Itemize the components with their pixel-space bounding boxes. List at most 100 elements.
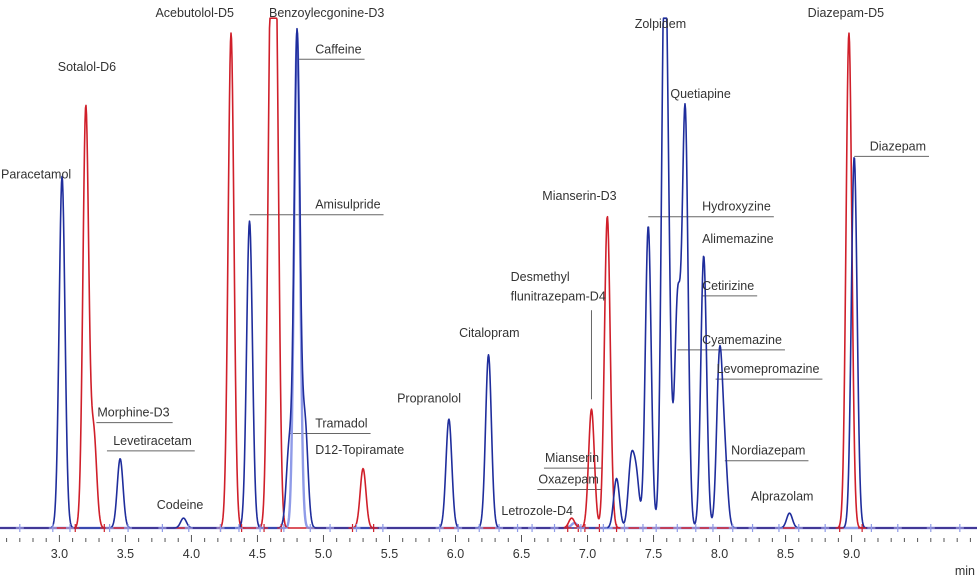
- baseline-marker: [528, 524, 537, 532]
- x-tick-label: 7.0: [579, 547, 596, 561]
- baseline-marker: [256, 524, 265, 532]
- x-axis-unit-label: min: [955, 564, 975, 578]
- baseline-marker: [495, 524, 504, 532]
- trace-line-blue: [0, 17, 977, 529]
- baseline-marker: [435, 524, 444, 532]
- baseline-marker: [599, 524, 608, 532]
- peak-label-caffeine: Caffeine: [315, 42, 361, 56]
- baseline-marker: [352, 524, 361, 532]
- baseline-marker: [550, 524, 559, 532]
- trace-red: [0, 17, 977, 529]
- baseline-markers: [15, 524, 964, 532]
- baseline-marker: [926, 524, 935, 532]
- peak-label-letrozole-d4: Letrozole-D4: [501, 504, 573, 518]
- x-tick-label: 9.0: [843, 547, 860, 561]
- chromatogram-traces: [0, 17, 977, 530]
- trace-line-red: [0, 17, 977, 529]
- baseline-marker: [15, 524, 24, 532]
- x-tick-label: 4.0: [183, 547, 200, 561]
- baseline-marker: [279, 524, 288, 532]
- peak-label-morphine-d3: Morphine-D3: [97, 406, 169, 420]
- x-tick-label: 8.5: [777, 547, 794, 561]
- x-tick-label: 8.0: [711, 547, 728, 561]
- peak-label-alprazolam: Alprazolam: [751, 489, 814, 503]
- baseline-marker: [638, 524, 647, 532]
- peak-label-desmethyl: Desmethyl: [511, 270, 570, 284]
- x-tick-label: 7.5: [645, 547, 662, 561]
- peak-label-paracetamol: Paracetamol: [1, 168, 71, 182]
- x-tick-label: 4.5: [249, 547, 266, 561]
- baseline-marker: [306, 524, 315, 532]
- baseline-marker: [673, 524, 682, 532]
- peak-label-flunitrazepam-d4: flunitrazepam-D4: [511, 289, 606, 303]
- baseline-marker: [563, 524, 572, 532]
- peak-label-nordiazepam: Nordiazepam: [731, 444, 805, 458]
- baseline-marker: [620, 524, 629, 532]
- peak-label-acebutolol-d5: Acebutolol-D5: [155, 6, 234, 20]
- peak-label-codeine: Codeine: [157, 498, 204, 512]
- baseline-marker: [748, 524, 757, 532]
- label-leader-lines: [96, 58, 930, 490]
- baseline-marker: [378, 524, 387, 532]
- baseline-marker: [475, 524, 484, 532]
- baseline-marker: [369, 524, 378, 532]
- x-axis: 3.0 3.5 4.0 4.5 5.0 5.5 6.0 6.5 7.0 7.5 8.0 8.5 9.0: [6, 535, 971, 561]
- peak-label-diazepam: Diazepam: [870, 139, 926, 153]
- x-tick-label: 6.5: [513, 547, 530, 561]
- baseline-marker: [216, 524, 225, 532]
- peak-label-hydroxyzine: Hydroxyzine: [702, 200, 771, 214]
- peak-label-levetiracetam: Levetiracetam: [113, 434, 192, 448]
- peak-label-tramadol: Tramadol: [315, 417, 367, 431]
- baseline-marker: [794, 524, 803, 532]
- peak-label-mianserin: Mianserin: [545, 451, 599, 465]
- peak-label-alimemazine: Alimemazine: [702, 232, 774, 246]
- peak-label-quetiapine: Quetiapine: [670, 87, 731, 101]
- baseline-marker: [158, 524, 167, 532]
- baseline-marker: [691, 524, 700, 532]
- baseline-marker: [105, 524, 114, 532]
- baseline-marker: [774, 524, 783, 532]
- peak-label-mianserin-d3: Mianserin-D3: [542, 189, 616, 203]
- baseline-marker: [184, 524, 193, 532]
- baseline-marker: [513, 524, 522, 532]
- baseline-marker: [48, 524, 57, 532]
- x-tick-label: 5.0: [315, 547, 332, 561]
- trace-line-light: [0, 31, 977, 530]
- peak-label-zolpidem: Zolpidem: [635, 17, 686, 31]
- trace-light: [0, 31, 977, 530]
- baseline-marker: [955, 524, 964, 532]
- baseline-marker: [858, 524, 867, 532]
- peak-label-d12-topiramate: D12-Topiramate: [315, 443, 404, 457]
- peak-label-oxazepam: Oxazepam: [538, 472, 598, 486]
- baseline-marker: [821, 524, 830, 532]
- peak-label-amisulpride: Amisulpride: [315, 198, 380, 212]
- baseline-marker: [612, 524, 621, 532]
- baseline-marker: [893, 524, 902, 532]
- baseline-marker: [234, 524, 243, 532]
- baseline-marker: [728, 524, 737, 532]
- peak-label-benzoylecgonine-d3: Benzoylecgonine-D3: [269, 6, 384, 20]
- peak-label-propranolol: Propranolol: [397, 391, 461, 405]
- baseline-marker: [652, 524, 661, 532]
- peak-label-cetirizine: Cetirizine: [702, 279, 754, 293]
- baseline-marker: [65, 524, 74, 532]
- baseline-marker: [124, 524, 133, 532]
- baseline-marker: [835, 524, 844, 532]
- baseline-marker: [867, 524, 876, 532]
- baseline-marker: [326, 524, 335, 532]
- baseline-marker: [454, 524, 463, 532]
- peak-label-cyamemazine: Cyamemazine: [702, 333, 782, 347]
- x-tick-label: 6.0: [447, 547, 464, 561]
- peak-label-sotalol-d6: Sotalol-D6: [58, 60, 116, 74]
- x-tick-label: 5.5: [381, 547, 398, 561]
- trace-blue: [0, 17, 977, 529]
- x-tick-label: 3.0: [51, 547, 68, 561]
- baseline-marker: [708, 524, 717, 532]
- peak-label-citalopram: Citalopram: [459, 326, 519, 340]
- baseline-marker: [576, 524, 585, 532]
- peak-labels: Paracetamol Sotalol-D6 Morphine-D3 Levetira…: [1, 6, 926, 518]
- peak-label-levomepromazine: Levomepromazine: [717, 362, 820, 376]
- peak-label-diazepam-d5: Diazepam-D5: [808, 6, 884, 20]
- x-tick-label: 3.5: [117, 547, 134, 561]
